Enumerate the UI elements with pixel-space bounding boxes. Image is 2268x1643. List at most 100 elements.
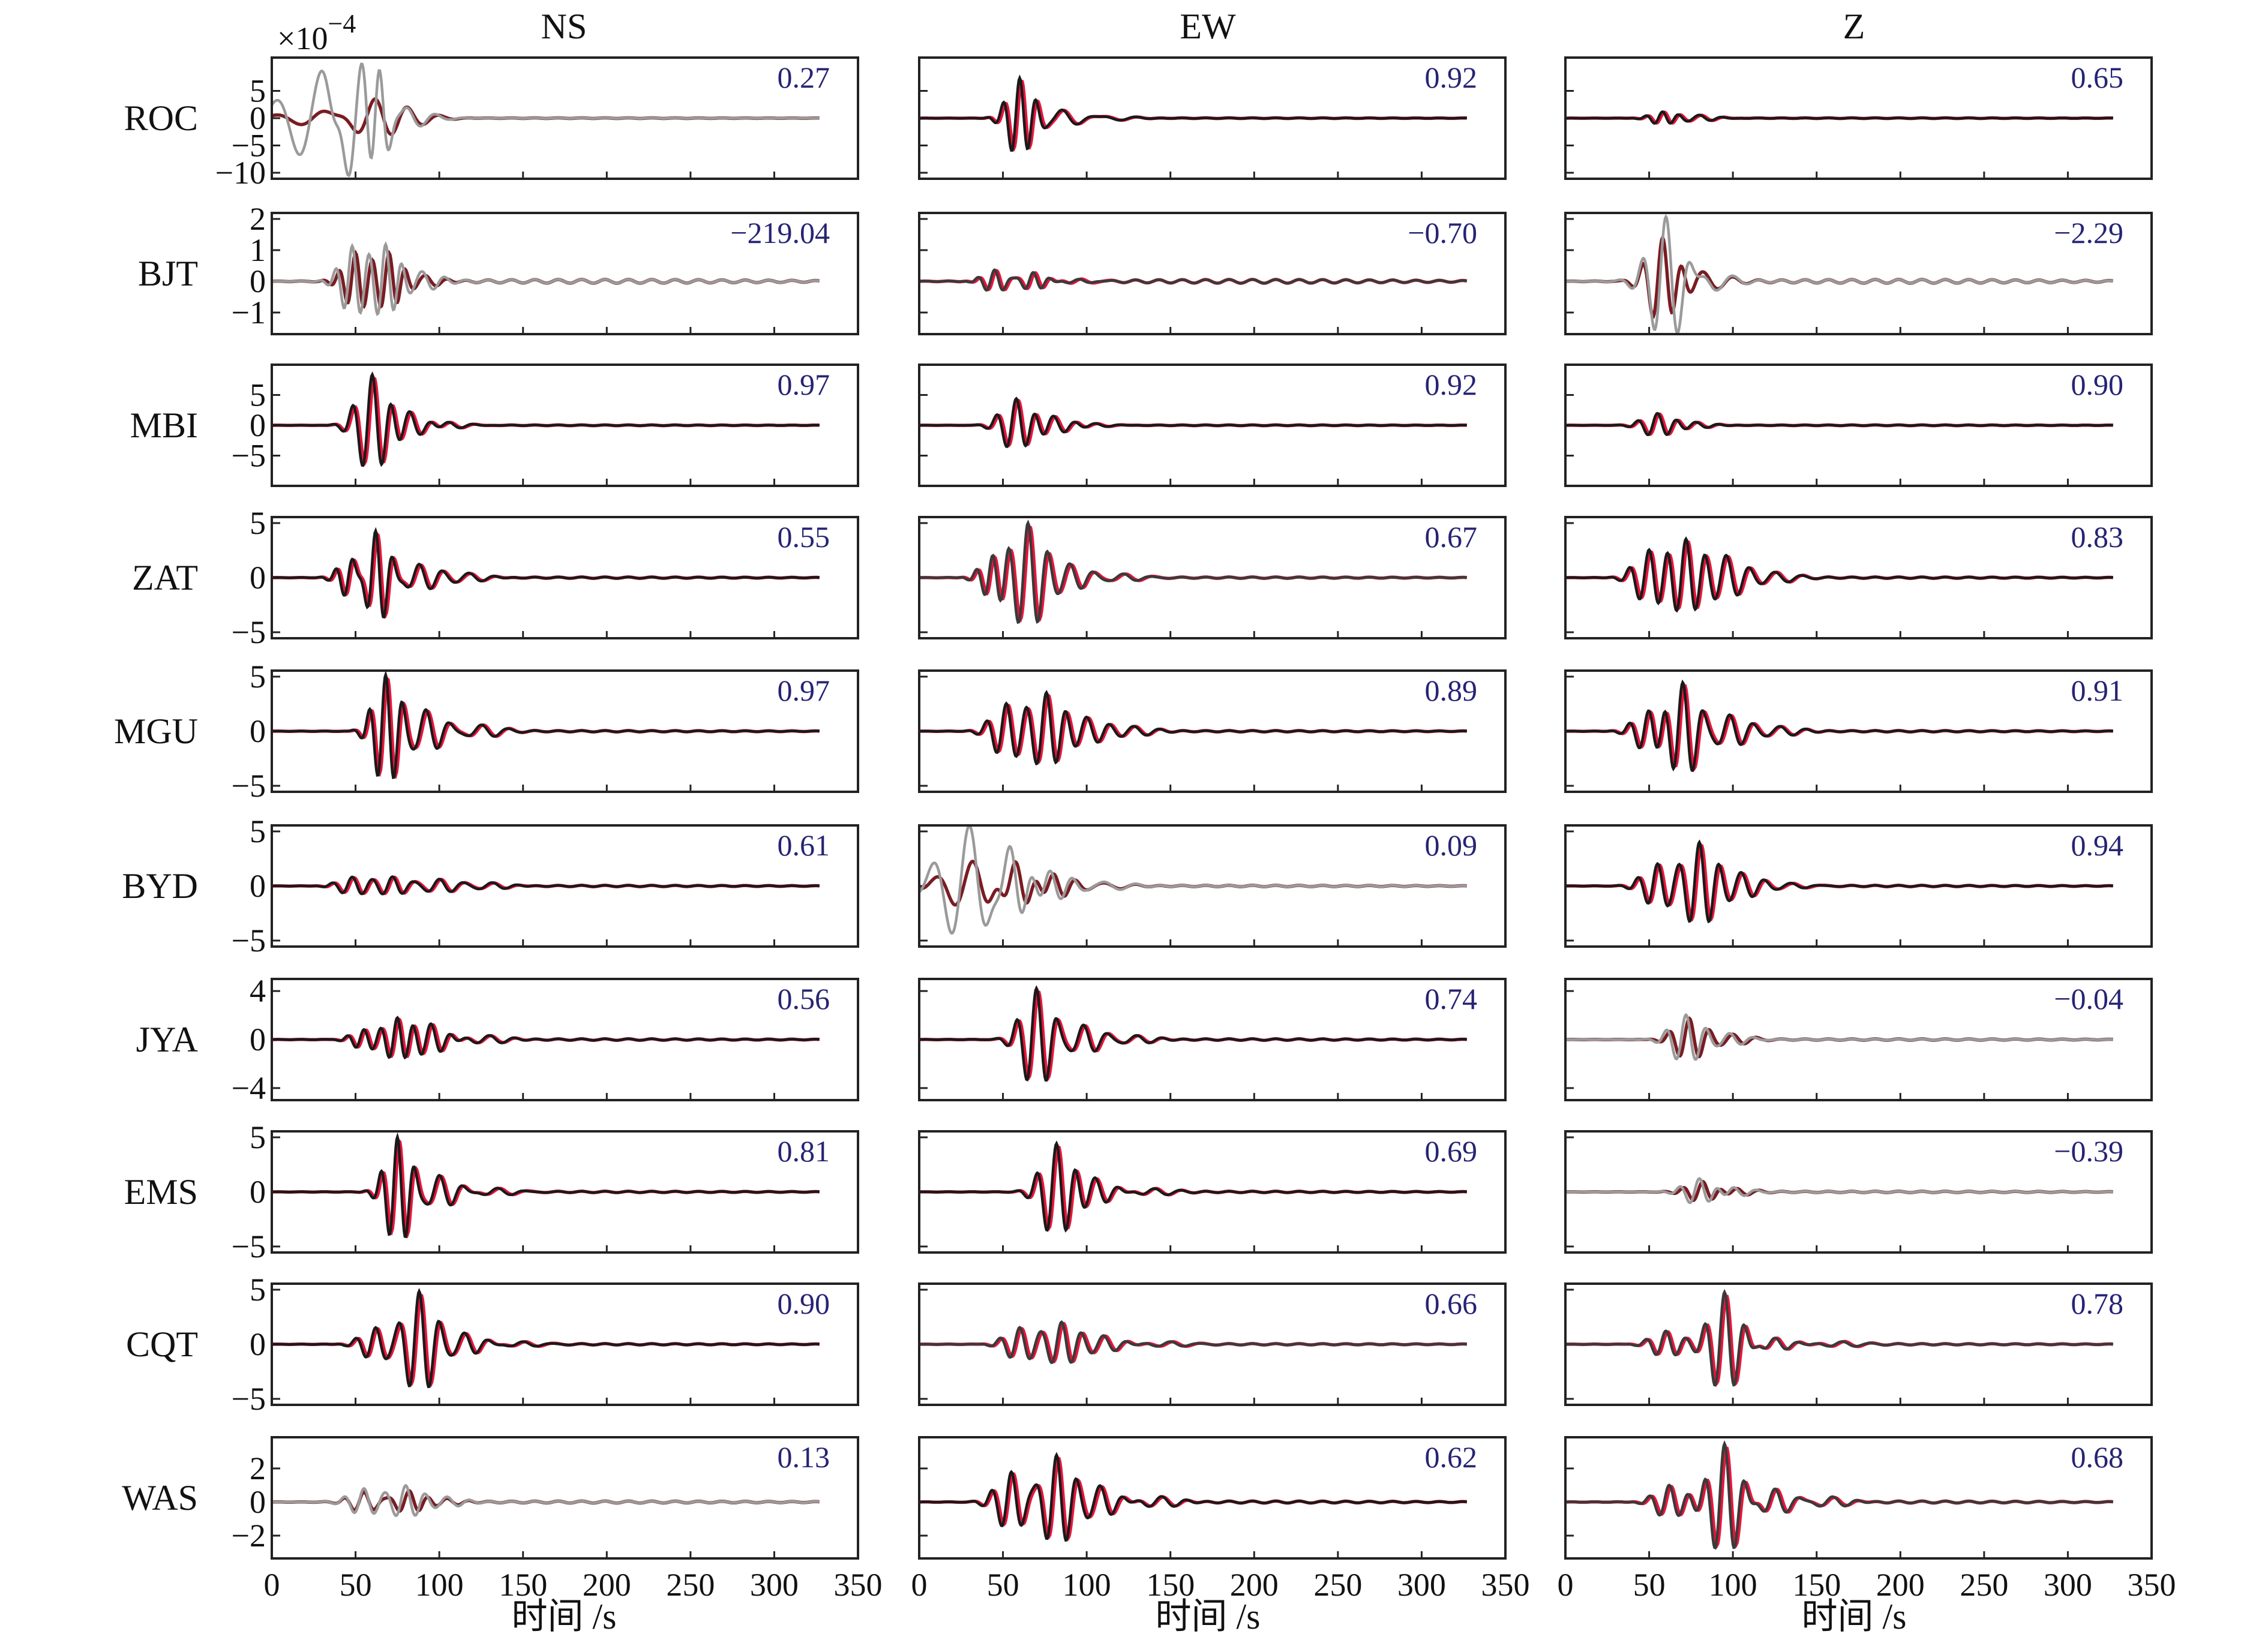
synthetic-waveform-mgu-ns (273, 672, 820, 780)
y-tick-label-jya: 4 (250, 973, 266, 1009)
station-label-jya: JYA (136, 1020, 198, 1059)
y-tick-label-mbi: 0 (250, 407, 266, 443)
subplot-frame-was-ew (918, 1436, 1507, 1560)
x-tick-label-ns: 250 (666, 1567, 715, 1603)
y-tick-label-byd: −5 (232, 923, 266, 959)
y-tick-label-cqt: 5 (250, 1272, 266, 1308)
x-tick-label-ns: 350 (834, 1567, 883, 1603)
synthetic-waveform-mbi-z (1567, 411, 2113, 437)
synthetic-waveform-was-ns (273, 1483, 820, 1518)
y-tick-label-bjt: 0 (250, 263, 266, 299)
correlation-value-roc-z: 0.65 (2071, 61, 2124, 94)
synthetic-waveform-was-z (1567, 1440, 2113, 1550)
correlation-value-was-ew: 0.62 (1425, 1440, 1478, 1474)
subplot-frame-bjt-ns (271, 212, 859, 335)
station-label-roc: ROC (124, 98, 198, 138)
x-tick-label-ew: 150 (1146, 1567, 1195, 1603)
synthetic-waveform-ems-ns (273, 1133, 820, 1239)
correlation-value-cqt-z: 0.78 (2071, 1287, 2124, 1320)
y-tick-label-mbi: 5 (250, 377, 266, 413)
x-tick-label-z: 100 (1709, 1567, 1757, 1603)
x-tick-label-z: 150 (1792, 1567, 1841, 1603)
correlation-value-byd-ew: 0.09 (1425, 828, 1478, 862)
correlation-value-zat-ew: 0.67 (1425, 520, 1478, 554)
x-tick-label-ew: 350 (1481, 1567, 1530, 1603)
correlation-value-ems-ns: 0.81 (778, 1134, 830, 1168)
synthetic-waveform-cqt-ns (273, 1287, 820, 1389)
synthetic-waveform-cqt-z (1567, 1288, 2113, 1387)
synthetic-waveform-ems-ew (920, 1140, 1467, 1233)
y-tick-label-cqt: −5 (232, 1381, 266, 1417)
correlation-value-jya-ew: 0.74 (1425, 982, 1478, 1016)
y-tick-label-mbi: −5 (232, 438, 266, 474)
synthetic-waveform-was-ew (920, 1452, 1467, 1542)
observed-waveform-mgu-ns (273, 675, 820, 780)
y-tick-label-was: −2 (232, 1518, 266, 1554)
x-tick-label-z: 350 (2128, 1567, 2176, 1603)
subplot-frame-was-ns (271, 1436, 859, 1560)
y-tick-label-zat: 0 (250, 560, 266, 596)
synthetic-waveform-byd-ns (273, 875, 820, 896)
x-tick-label-ew: 100 (1063, 1567, 1111, 1603)
observed-waveform-ems-ew (920, 1145, 1467, 1232)
synthetic-waveform-bjt-ew (920, 268, 1468, 292)
x-tick-label-ew: 300 (1397, 1567, 1446, 1603)
synthetic-waveform-byd-z (1567, 839, 2113, 924)
observed-waveform-zat-ew (920, 524, 1467, 623)
x-tick-label-ew: 0 (911, 1567, 928, 1603)
synthetic-waveform-mbi-ew (920, 397, 1467, 448)
y-tick-label-roc: −5 (232, 128, 266, 164)
column-title-ew: EW (1180, 7, 1236, 46)
correlation-value-mbi-ns: 0.97 (778, 368, 830, 401)
subplot-frame-bjt-z (1564, 212, 2153, 335)
observed-waveform-jya-z (1567, 1016, 2113, 1059)
correlation-value-cqt-ew: 0.66 (1425, 1287, 1478, 1320)
correlation-value-byd-ns: 0.61 (778, 828, 830, 862)
y-tick-label-was: 2 (250, 1450, 266, 1486)
x-tick-label-ns: 100 (415, 1567, 464, 1603)
correlation-value-jya-z: −0.04 (2054, 982, 2123, 1016)
observed-waveform-mbi-ns (273, 376, 820, 466)
subplot-frame-bjt-ew (918, 212, 1507, 335)
synthetic-waveform-jya-z (1567, 1013, 2113, 1061)
station-label-cqt: CQT (126, 1324, 198, 1364)
synthetic-waveform-zat-ns (273, 527, 820, 619)
synthetic-waveform-roc-ns (273, 62, 820, 178)
synthetic-waveform-zat-ew (920, 519, 1467, 624)
correlation-value-jya-ns: 0.56 (778, 982, 830, 1016)
subplot-frame-was-z (1564, 1436, 2153, 1560)
y-tick-label-bjt: 2 (250, 201, 266, 237)
y-tick-label-ems: −5 (232, 1229, 266, 1264)
y-tick-label-byd: 5 (250, 813, 266, 849)
column-title-z: Z (1843, 7, 1865, 46)
synthetic-waveform-cqt-ew (920, 1320, 1467, 1365)
synthetic-waveform-roc-ew (920, 74, 1467, 152)
synthetic-waveform-ems-z (1567, 1177, 2113, 1205)
y-tick-label-bjt: −1 (232, 295, 266, 331)
x-tick-label-z: 0 (1558, 1567, 1574, 1603)
correlation-value-ems-z: −0.39 (2054, 1134, 2123, 1168)
x-tick-label-ns: 300 (750, 1567, 799, 1603)
observed-waveform-roc-ew (920, 79, 1467, 152)
observed-waveform-jya-ew (920, 990, 1467, 1081)
correlation-value-mbi-ew: 0.92 (1425, 368, 1478, 401)
scale-factor-label: ×10−4 (277, 9, 356, 56)
synthetic-waveform-byd-ew (920, 827, 1467, 935)
correlation-value-was-z: 0.68 (2071, 1440, 2124, 1474)
y-tick-label-jya: 0 (250, 1022, 266, 1058)
x-tick-label-ew: 250 (1313, 1567, 1362, 1603)
x-tick-label-ns: 50 (340, 1567, 372, 1603)
correlation-value-mgu-z: 0.91 (2071, 674, 2124, 707)
x-axis-title-ns: 时间 /s (511, 1597, 616, 1636)
y-tick-label-roc: 0 (250, 100, 266, 136)
x-axis-title-z: 时间 /s (1801, 1597, 1906, 1636)
correlation-value-mgu-ew: 0.89 (1425, 674, 1478, 707)
y-tick-label-mgu: 5 (250, 659, 266, 695)
correlation-value-byd-z: 0.94 (2071, 828, 2124, 862)
correlation-value-mgu-ns: 0.97 (778, 674, 830, 707)
observed-waveform-ems-ns (273, 1138, 820, 1239)
synthetic-waveform-zat-z (1567, 536, 2113, 613)
observed-waveform-byd-z (1567, 843, 2113, 922)
correlation-value-cqt-ns: 0.90 (778, 1287, 830, 1320)
